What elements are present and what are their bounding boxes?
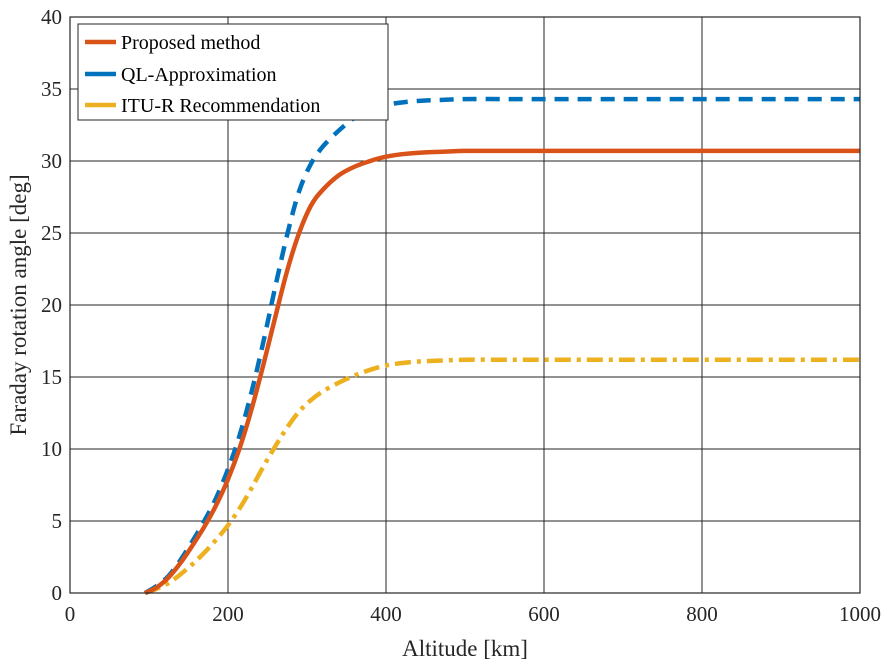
- y-tick-label: 10: [41, 437, 62, 461]
- series-line-proposed-method: [144, 148, 860, 596]
- x-tick-label: 600: [528, 602, 560, 626]
- legend: Proposed method QL-Approximation ITU-R Rec…: [77, 23, 389, 121]
- legend-box: [77, 23, 389, 121]
- series-line-ql-approximation: [143, 96, 860, 595]
- x-tick-label: 1000: [839, 602, 881, 626]
- y-tick-label: 25: [41, 221, 62, 245]
- x-tick-label: 0: [65, 602, 76, 626]
- x-tick-label: 800: [686, 602, 718, 626]
- x-axis-label: Altitude [km]: [402, 636, 528, 661]
- legend-label-ql-approximation: QL-Approximation: [121, 64, 277, 86]
- y-tick-label: 35: [41, 77, 62, 101]
- y-tick-label: 5: [52, 509, 63, 533]
- y-tick-label: 0: [52, 581, 63, 605]
- series-group: [143, 96, 860, 596]
- y-axis-label: Faraday rotation angle [deg]: [6, 174, 31, 435]
- x-tick-label: 400: [370, 602, 402, 626]
- series-line-itu-r-recommendation: [144, 357, 860, 596]
- y-tick-label: 40: [41, 5, 62, 29]
- x-tick-label: 200: [212, 602, 244, 626]
- y-tick-label: 30: [41, 149, 62, 173]
- legend-label-itu-r-recommendation: ITU-R Recommendation: [121, 95, 320, 117]
- plot-frame: [69, 16, 861, 594]
- y-tick-label: 15: [41, 365, 62, 389]
- legend-label-proposed-method: Proposed method: [121, 32, 260, 54]
- tick-labels: 0 200 400 600 800 1000 0 5 10 15 20 25 30 35 40: [41, 5, 881, 626]
- y-tick-label: 20: [41, 293, 62, 317]
